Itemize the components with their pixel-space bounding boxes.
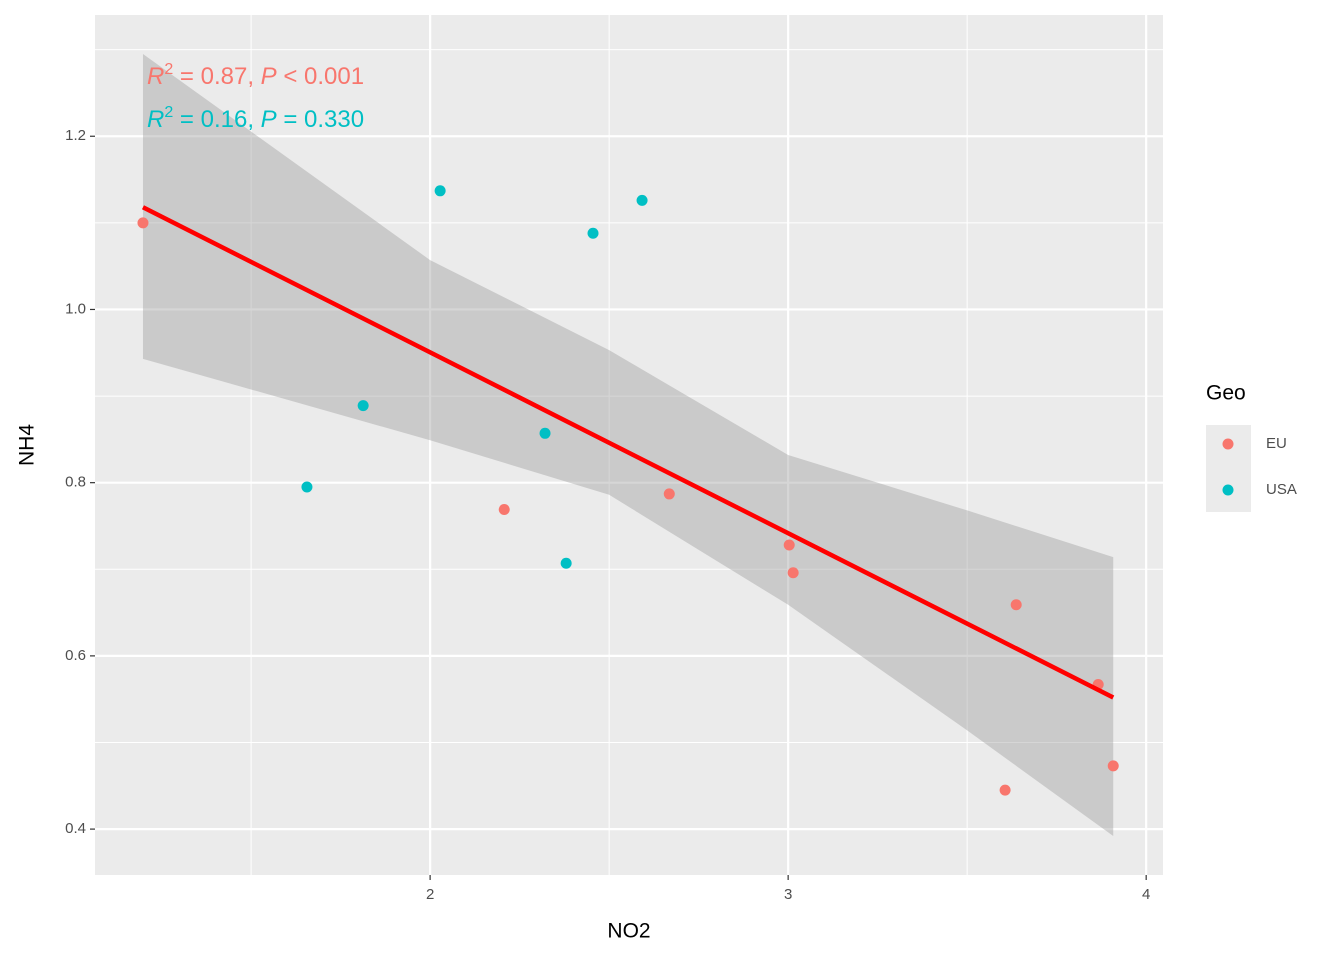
annotation-part: R: [147, 106, 164, 133]
confidence-band: [142, 53, 1114, 837]
annotation-part: 2: [164, 61, 173, 78]
annotation-part: 2: [164, 104, 173, 121]
annotation-part: < 0.001: [277, 63, 364, 90]
y-tick-label: 0.8: [65, 474, 86, 491]
legend-marker: [1222, 484, 1234, 496]
legend-marker: [1222, 438, 1234, 450]
point: [301, 481, 313, 493]
x-axis-title: NO2: [607, 920, 650, 943]
point: [498, 504, 510, 516]
annotation-part: = 0.330: [277, 106, 364, 133]
point: [137, 217, 149, 229]
point: [560, 557, 572, 569]
annotation-part: P: [261, 106, 277, 133]
annotation-part: = 0.16,: [173, 106, 260, 133]
annotation-part: R: [147, 63, 164, 90]
legend-key-bg: [1206, 425, 1251, 512]
point: [999, 784, 1011, 796]
point: [587, 227, 599, 239]
x-tick-label: 4: [1142, 886, 1150, 903]
point: [636, 194, 648, 206]
y-tick-label: 1.2: [65, 127, 86, 144]
fit-line: [141, 205, 1115, 700]
annotation-part: = 0.87,: [173, 63, 260, 90]
point: [783, 539, 795, 551]
annotation: R2 = 0.87, P < 0.001: [147, 61, 364, 91]
annotation: R2 = 0.16, P = 0.330: [147, 104, 364, 134]
point: [787, 567, 799, 579]
y-tick-label: 0.4: [65, 820, 86, 837]
y-tick-label: 1.0: [65, 300, 86, 317]
legend-label: EU: [1266, 435, 1287, 452]
annotation-part: P: [261, 63, 277, 90]
point: [1010, 599, 1022, 611]
panel: [95, 15, 1163, 875]
legend-label: USA: [1266, 481, 1297, 498]
x-tick-label: 3: [784, 886, 792, 903]
x-tick-label: 2: [426, 886, 434, 903]
legend-title: Geo: [1206, 382, 1246, 405]
y-axis-title: NH4: [16, 424, 39, 466]
point: [434, 185, 446, 197]
point: [357, 400, 369, 412]
y-tick-label: 0.6: [65, 647, 86, 664]
point: [539, 427, 551, 439]
point: [663, 488, 675, 500]
point: [1107, 760, 1119, 772]
